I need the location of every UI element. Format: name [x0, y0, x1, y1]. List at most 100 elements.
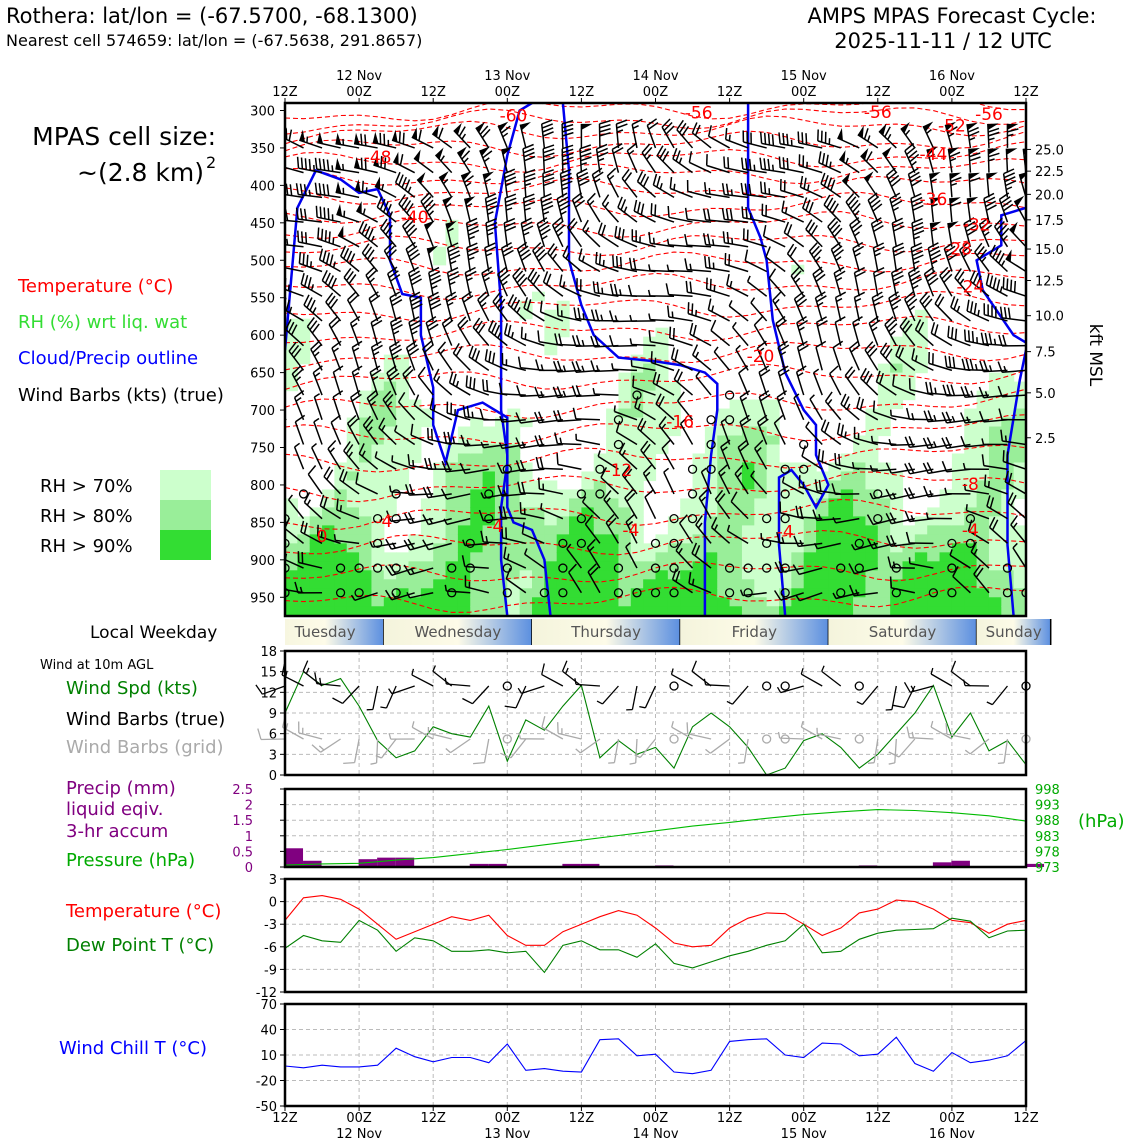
rh-cell — [483, 471, 496, 481]
rh-cell — [483, 507, 496, 517]
pressure-tick-label: 500 — [250, 254, 275, 269]
rh-cell — [952, 453, 965, 463]
wind-barb-feather — [773, 134, 774, 145]
wind-barb-feather — [428, 428, 429, 439]
rh-cell — [952, 498, 965, 508]
height-tick-label: 5.0 — [1035, 387, 1056, 402]
rh-cell — [767, 409, 780, 419]
wind-barb-feather — [742, 206, 743, 217]
wind-barb-feather — [298, 157, 299, 168]
rh-cell — [927, 507, 940, 517]
temperature-label: -20 — [747, 347, 775, 367]
rh-cell — [742, 552, 755, 562]
rh-cell — [569, 516, 582, 526]
wind-barb-feather — [343, 763, 354, 764]
wind-barb-feather — [278, 402, 283, 406]
rh-cell — [507, 453, 520, 463]
wind-barb-feather — [392, 455, 393, 461]
wind-barb-feather — [445, 585, 446, 591]
wind-barb-feather — [276, 394, 284, 402]
rh-cell — [507, 427, 520, 437]
rh-cell — [816, 534, 829, 544]
wind-barb-feather — [299, 252, 300, 263]
wind-barb-feather — [332, 165, 333, 171]
rh-cell — [446, 471, 459, 481]
rh-cell — [791, 606, 804, 616]
rh-cell — [940, 597, 953, 607]
rh-cell — [631, 498, 644, 508]
legend-item: RH (%) wrt liq. wat — [18, 312, 187, 333]
rh-cell — [606, 552, 619, 562]
rh-cell — [705, 570, 718, 580]
wind-barb-feather — [487, 380, 488, 391]
wind-barb-feather — [946, 723, 947, 734]
rh-cell — [878, 525, 891, 535]
top-date-label: 16 Nov — [929, 69, 975, 84]
rh-cell — [643, 597, 656, 607]
rh-cell — [606, 561, 619, 571]
rh-cell — [656, 391, 669, 401]
wind-barb-feather — [726, 128, 727, 139]
rh-cell — [557, 525, 570, 535]
height-tick-label: 25.0 — [1035, 143, 1064, 158]
wind-barb-feather — [621, 257, 622, 268]
rh-cell — [828, 471, 841, 481]
wind-barb-feather — [583, 313, 584, 319]
rh-cell — [865, 570, 878, 580]
wind-barb-feather — [672, 312, 673, 318]
wind-barb-staff — [891, 445, 915, 446]
rh-cell — [433, 588, 446, 598]
wind-barb-feather — [361, 134, 362, 145]
temperature-label: -44 — [920, 145, 948, 165]
rh-cell — [384, 382, 397, 392]
y-tick-label: 6 — [269, 728, 277, 743]
rh-cell — [791, 552, 804, 562]
wind-barb-feather — [602, 288, 603, 294]
rh-cell — [890, 498, 903, 508]
rh-cell — [507, 498, 520, 508]
wind-barb-feather — [746, 207, 747, 218]
rh-cell — [285, 597, 298, 607]
wind-barb-feather — [1015, 281, 1016, 292]
rh-cell — [322, 516, 335, 526]
rh-cell — [1001, 436, 1014, 446]
rh-cell — [544, 516, 557, 526]
rh-cell — [754, 606, 767, 616]
bottom-date-label: 13 Nov — [484, 1127, 530, 1140]
rh-legend: RH > 70%RH > 80%RH > 90% — [40, 470, 211, 560]
temperature-label: -56 — [864, 103, 892, 123]
rh-cell — [458, 453, 471, 463]
rh-cell — [693, 597, 706, 607]
rh-cell — [853, 507, 866, 517]
rh-cell — [865, 427, 878, 437]
rh-cell — [705, 543, 718, 553]
rh-cell — [384, 606, 397, 616]
rh-cell — [421, 525, 434, 535]
rh-cell — [791, 498, 804, 508]
rh-cell — [470, 498, 483, 508]
wind-barb-feather — [525, 333, 526, 339]
temperature-legend: Temperature (°C)Dew Point T (°C) — [65, 901, 221, 956]
rh-cell — [668, 606, 681, 616]
rh-cell — [730, 516, 743, 526]
rh-cell — [816, 570, 829, 580]
wind-barb-feather — [868, 763, 874, 764]
rh-cell — [754, 498, 767, 508]
wind-barb-feather — [1003, 450, 1004, 461]
rh-cell — [285, 364, 298, 374]
rh-cell — [371, 480, 384, 490]
rh-cell — [371, 462, 384, 472]
temperature-label: -4 — [962, 521, 979, 541]
rh-cell — [705, 606, 718, 616]
rh-cell — [544, 534, 557, 544]
temperature-label: -24 — [957, 278, 985, 298]
rh-cell — [717, 606, 730, 616]
rh-cell — [989, 561, 1002, 571]
rh-cell — [828, 606, 841, 616]
rh-cell — [841, 552, 854, 562]
wind-barb-feather — [754, 165, 755, 171]
wind-barb-feather — [1011, 280, 1012, 291]
wind-barb-staff — [263, 313, 286, 321]
